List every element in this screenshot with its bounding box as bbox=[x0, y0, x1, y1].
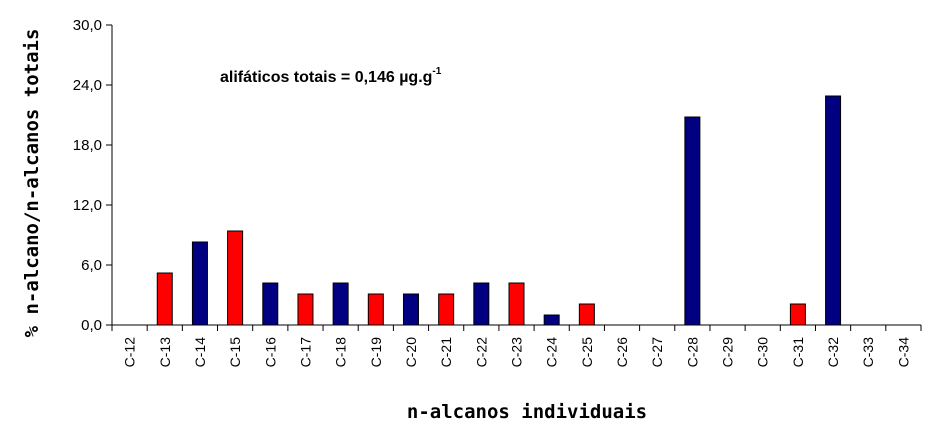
bar-c-15 bbox=[227, 230, 244, 326]
x-tick-label: C-16 bbox=[262, 337, 278, 368]
y-tick-label: 30,0 bbox=[73, 17, 102, 34]
x-tick-label: C-20 bbox=[403, 337, 419, 368]
bar-c-25 bbox=[578, 303, 595, 326]
bar-c-20 bbox=[402, 293, 419, 326]
x-tick-label: C-26 bbox=[614, 337, 630, 368]
x-tick-label: C-34 bbox=[895, 337, 911, 368]
bar-c-31 bbox=[789, 303, 806, 326]
bar-c-19 bbox=[367, 293, 384, 326]
bar-c-18 bbox=[332, 282, 349, 326]
x-tick-label: C-14 bbox=[192, 337, 208, 368]
x-tick-label: C-32 bbox=[825, 337, 841, 368]
x-axis: C-12 C-13 C-14 C-15 C-16 C-17 C-18 C-19 C-20 C-21… bbox=[111, 324, 922, 368]
bar-c-17 bbox=[297, 293, 314, 326]
x-tick-label: C-18 bbox=[333, 337, 349, 368]
bar-c-21 bbox=[438, 293, 455, 326]
x-tick-label: C-12 bbox=[122, 337, 138, 368]
x-tick-label: C-29 bbox=[720, 337, 736, 368]
x-tick-label: C-27 bbox=[649, 337, 665, 368]
x-tick-label: C-15 bbox=[227, 337, 243, 368]
bar-c-13 bbox=[156, 272, 173, 326]
x-axis-title: n-alcanos individuais bbox=[407, 401, 647, 423]
y-axis: 0,0 6,0 12,0 18,0 24,0 30,0 bbox=[73, 17, 113, 334]
x-tick-label: C-30 bbox=[755, 337, 771, 368]
bars bbox=[156, 95, 842, 326]
annotation-text: alifáticos totais = 0,146 µg.g bbox=[220, 69, 432, 86]
y-tick-label: 12,0 bbox=[73, 197, 102, 214]
bar-c-16 bbox=[262, 282, 279, 326]
x-tick-label: C-24 bbox=[544, 337, 560, 368]
bar-c-28 bbox=[684, 116, 701, 326]
chart-annotation: alifáticos totais = 0,146 µg.g-1 bbox=[220, 66, 442, 86]
x-tick-label: C-13 bbox=[157, 337, 173, 368]
x-tick-label: C-21 bbox=[438, 337, 454, 368]
x-tick-label: C-31 bbox=[790, 337, 806, 368]
bar-c-23 bbox=[508, 282, 525, 326]
y-tick-label: 6,0 bbox=[81, 257, 102, 274]
y-axis-title: % n-alcano/n-alcanos totais bbox=[21, 29, 43, 338]
y-tick-label: 18,0 bbox=[73, 137, 102, 154]
x-tick-label: C-33 bbox=[860, 337, 876, 368]
bar-c-32 bbox=[825, 95, 842, 326]
x-tick-label: C-22 bbox=[473, 337, 489, 368]
x-tick-label: C-25 bbox=[579, 337, 595, 368]
x-tick-label: C-19 bbox=[368, 337, 384, 368]
annotation-superscript: -1 bbox=[432, 66, 441, 77]
x-tick-label: C-17 bbox=[297, 337, 313, 368]
bar-c-24 bbox=[543, 314, 560, 326]
bar-c-22 bbox=[473, 282, 490, 326]
y-tick-label: 0,0 bbox=[81, 317, 102, 334]
x-tick-label: C-28 bbox=[684, 337, 700, 368]
bar-c-14 bbox=[191, 241, 208, 326]
y-tick-label: 24,0 bbox=[73, 77, 102, 94]
x-tick-label: C-23 bbox=[509, 337, 525, 368]
